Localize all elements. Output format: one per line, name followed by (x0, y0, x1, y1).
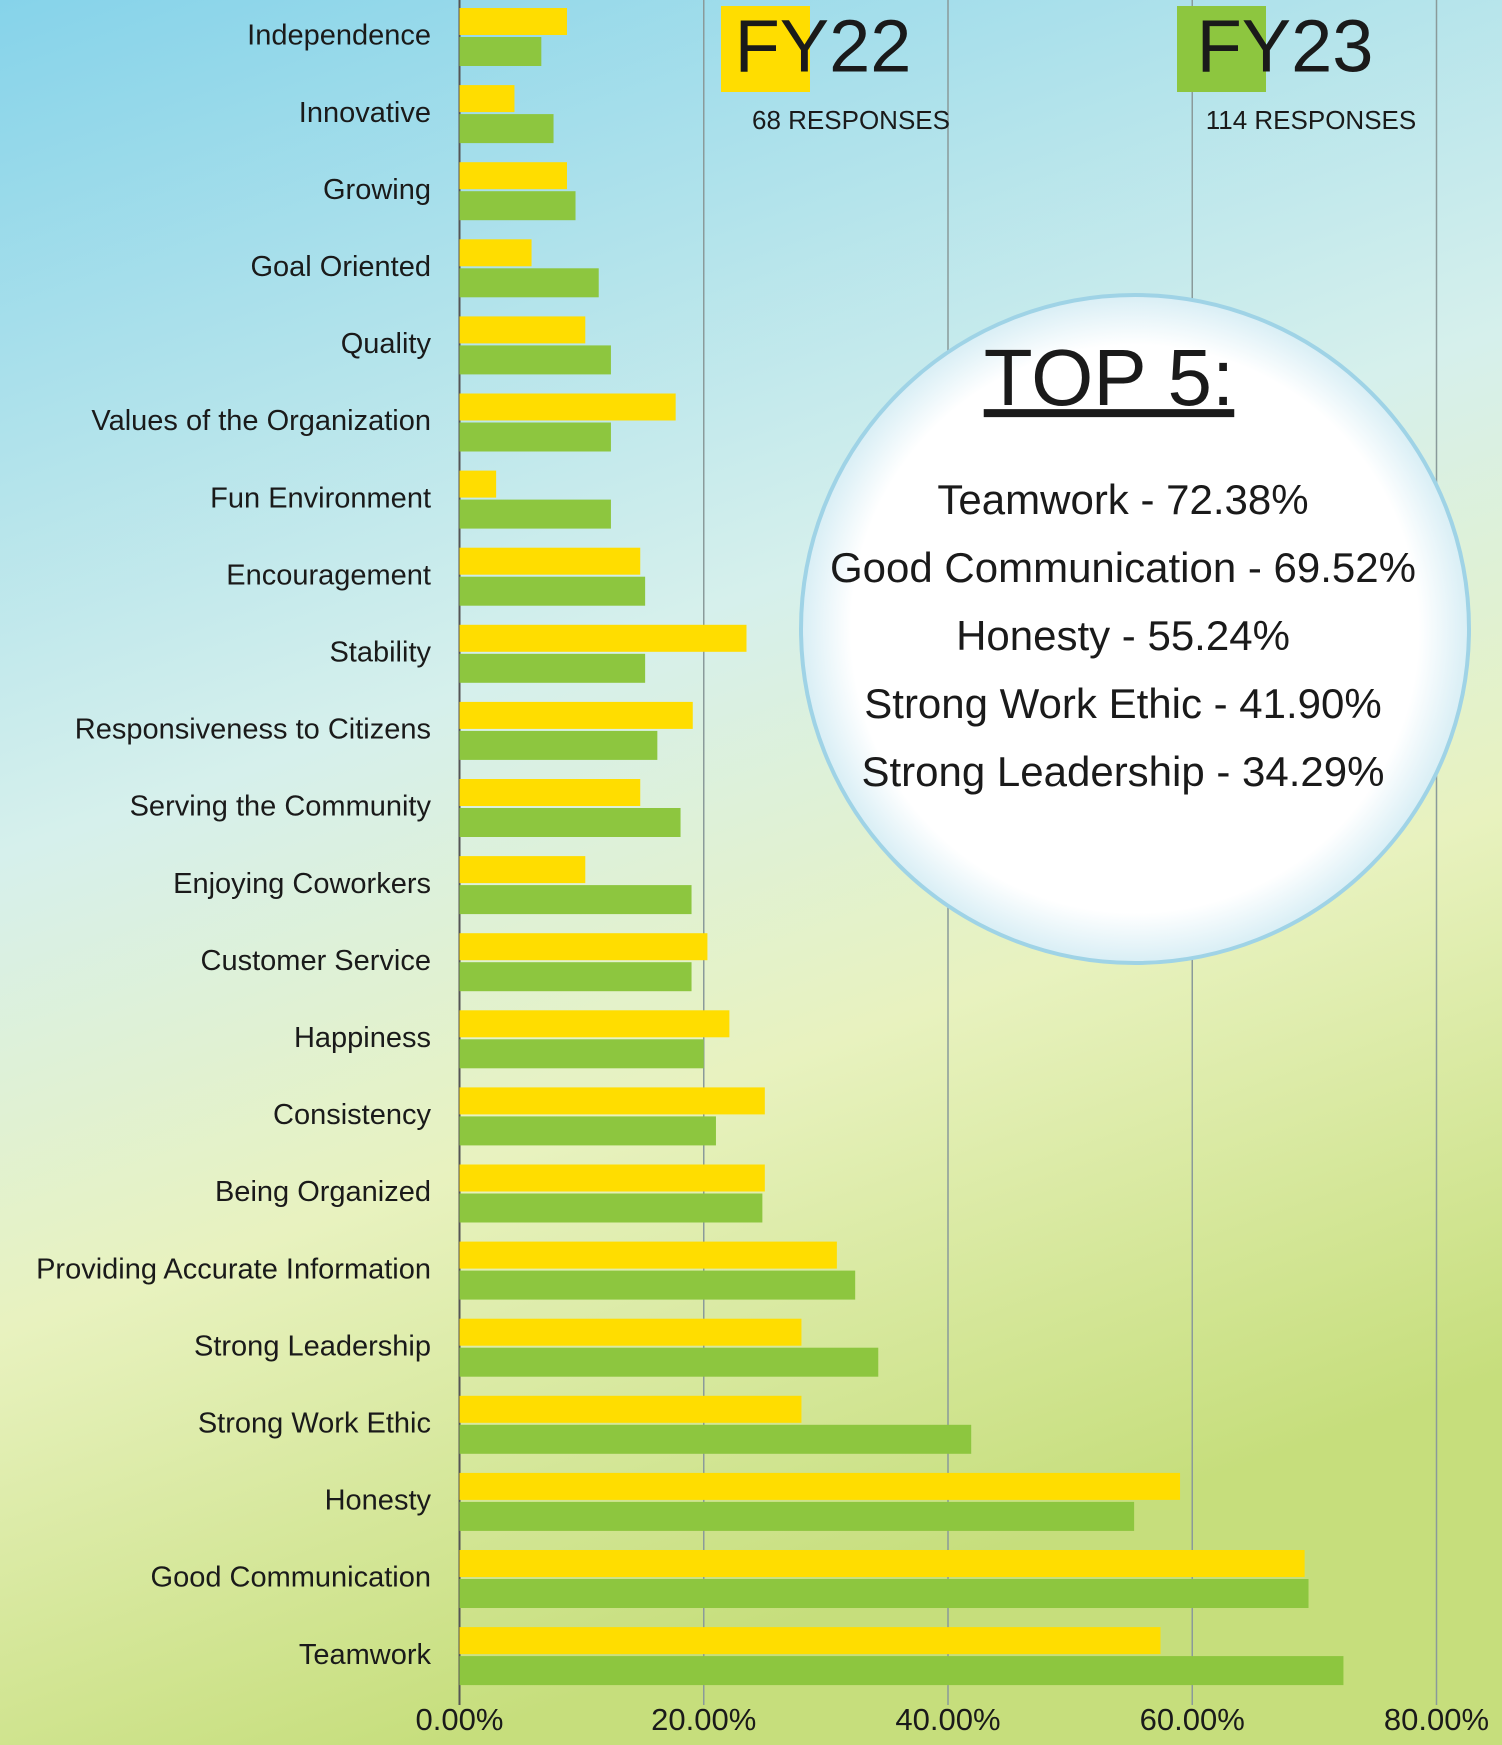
y-tick-label: Strong Leadership (194, 1330, 431, 1362)
callout-item: Good Communication - 69.52% (830, 544, 1416, 591)
bar (459, 114, 554, 144)
bar (459, 1010, 730, 1038)
bar (459, 8, 567, 35)
bar (459, 393, 676, 421)
legend-subtitle: 68 RESPONSES (752, 105, 950, 135)
bar (459, 191, 576, 221)
bar (459, 316, 586, 344)
y-tick-label: Strong Work Ethic (198, 1407, 431, 1439)
callout-circle (799, 293, 1471, 965)
y-tick-label: Consistency (273, 1099, 431, 1131)
bar (459, 547, 641, 575)
y-tick-label: Quality (341, 328, 432, 360)
bar (459, 1087, 765, 1115)
bar (459, 85, 515, 113)
bar (459, 470, 497, 498)
bar (459, 1550, 1305, 1577)
callout-item: Honesty - 55.24% (956, 612, 1290, 659)
bar (459, 576, 646, 606)
callout-item: Strong Work Ethic - 41.90% (864, 680, 1381, 727)
x-tick-label: 0.00% (416, 1702, 504, 1737)
bar (459, 779, 641, 806)
y-tick-label: Honesty (325, 1485, 432, 1517)
bar (459, 1656, 1344, 1686)
y-tick-label: Being Organized (215, 1176, 431, 1208)
bar (459, 1627, 1161, 1655)
bar (459, 1395, 802, 1423)
y-tick-label: Happiness (294, 1022, 431, 1054)
y-tick-label: Values of the Organization (91, 405, 431, 437)
callout-title: TOP 5: (984, 333, 1235, 422)
bar (459, 701, 693, 729)
bar (459, 1318, 802, 1346)
bar (459, 1270, 856, 1300)
bar (459, 962, 692, 992)
bar (459, 1472, 1181, 1500)
bar (459, 1241, 837, 1269)
y-tick-label: Stability (329, 636, 431, 668)
legend-swatch (1177, 6, 1266, 92)
y-tick-label: Encouragement (226, 559, 431, 591)
x-tick-label: 80.00% (1384, 1702, 1489, 1737)
y-tick-label: Independence (247, 20, 431, 52)
y-tick-label: Growing (323, 174, 431, 206)
bar (459, 1116, 716, 1146)
bar (459, 653, 646, 683)
bar (459, 1424, 972, 1454)
y-tick-label: Goal Oriented (250, 251, 431, 283)
legend-label: FY22 (735, 5, 912, 88)
x-tick-label: 40.00% (895, 1702, 1000, 1737)
bar (459, 933, 708, 961)
bar (459, 1193, 763, 1223)
y-tick-label: Responsiveness to Citizens (75, 714, 431, 746)
bar (459, 422, 611, 452)
y-tick-label: Innovative (299, 97, 431, 129)
callout-item: Teamwork - 72.38% (937, 476, 1308, 523)
bar (459, 1039, 704, 1069)
bar (459, 856, 586, 884)
bar (459, 1347, 879, 1377)
legend-swatch (721, 6, 810, 92)
x-tick-label: 60.00% (1140, 1702, 1245, 1737)
legend-subtitle: 114 RESPONSES (1206, 105, 1417, 135)
bar (459, 1501, 1135, 1531)
x-tick-label: 20.00% (651, 1702, 756, 1737)
bar (459, 624, 747, 652)
bar (459, 345, 611, 375)
bar (459, 730, 658, 760)
bar (459, 885, 692, 915)
y-tick-label: Serving the Community (130, 791, 432, 823)
bar (459, 1164, 765, 1192)
y-tick-label: Fun Environment (210, 482, 431, 514)
y-tick-label: Enjoying Coworkers (173, 868, 431, 900)
y-tick-label: Teamwork (299, 1639, 432, 1671)
bar (459, 239, 532, 267)
bar (459, 499, 611, 529)
legend-label: FY23 (1197, 5, 1374, 88)
y-tick-label: Customer Service (201, 945, 431, 977)
bar (459, 268, 599, 298)
y-tick-label: Providing Accurate Information (36, 1253, 431, 1285)
bar (459, 37, 542, 66)
callout-item: Strong Leadership - 34.29% (861, 748, 1384, 795)
bar (459, 1579, 1309, 1608)
bar (459, 808, 681, 837)
y-tick-label: Good Communication (151, 1562, 431, 1594)
bar (459, 162, 567, 190)
